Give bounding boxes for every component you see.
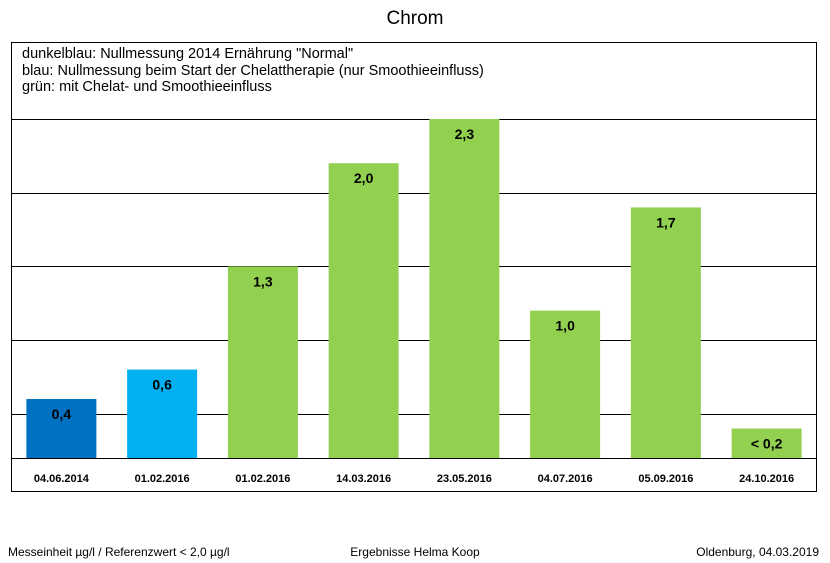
data-label: < 0,2 <box>751 436 783 452</box>
legend-line-gruen: grün: mit Chelat- und Smoothieeinfluss <box>22 79 272 95</box>
bar <box>127 369 198 458</box>
legend-line-dunkelblau: dunkelblau: Nullmessung 2014 Ernährung "… <box>22 46 354 62</box>
bar <box>630 207 701 458</box>
footer-unit: Messeinheit µg/l / Referenzwert < 2,0 µg… <box>8 545 230 559</box>
legend: dunkelblau: Nullmessung 2014 Ernährung "… <box>22 46 484 96</box>
x-tick-label: 04.06.2014 <box>34 473 90 485</box>
footer-date: Oldenburg, 04.03.2019 <box>696 545 819 559</box>
x-tick-label: 05.09.2016 <box>638 473 693 485</box>
x-tick-label: 01.02.2016 <box>235 473 290 485</box>
data-label: 1,0 <box>555 318 575 334</box>
bar <box>328 163 399 458</box>
x-tick-label: 01.02.2016 <box>135 473 190 485</box>
data-label: 1,7 <box>656 214 676 230</box>
bar <box>731 428 802 458</box>
x-tick-label: 23.05.2016 <box>437 473 492 485</box>
data-label: 0,6 <box>152 377 172 393</box>
data-label: 2,3 <box>455 126 475 142</box>
bar <box>227 266 298 458</box>
bar <box>429 119 500 458</box>
chart-title: Chrom <box>386 8 444 29</box>
footer-center: Ergebnisse Helma Koop <box>350 545 480 559</box>
data-label: 0,4 <box>52 406 72 422</box>
bar <box>26 399 97 458</box>
data-label: 1,3 <box>253 273 273 289</box>
legend-line-blau: blau: Nullmessung beim Start der Chelatt… <box>22 62 484 79</box>
x-tick-label: 24.10.2016 <box>739 473 794 485</box>
data-label: 2,0 <box>354 170 374 186</box>
x-tick-label: 04.07.2016 <box>538 473 593 485</box>
bar <box>530 310 601 458</box>
x-tick-label: 14.03.2016 <box>336 473 391 485</box>
